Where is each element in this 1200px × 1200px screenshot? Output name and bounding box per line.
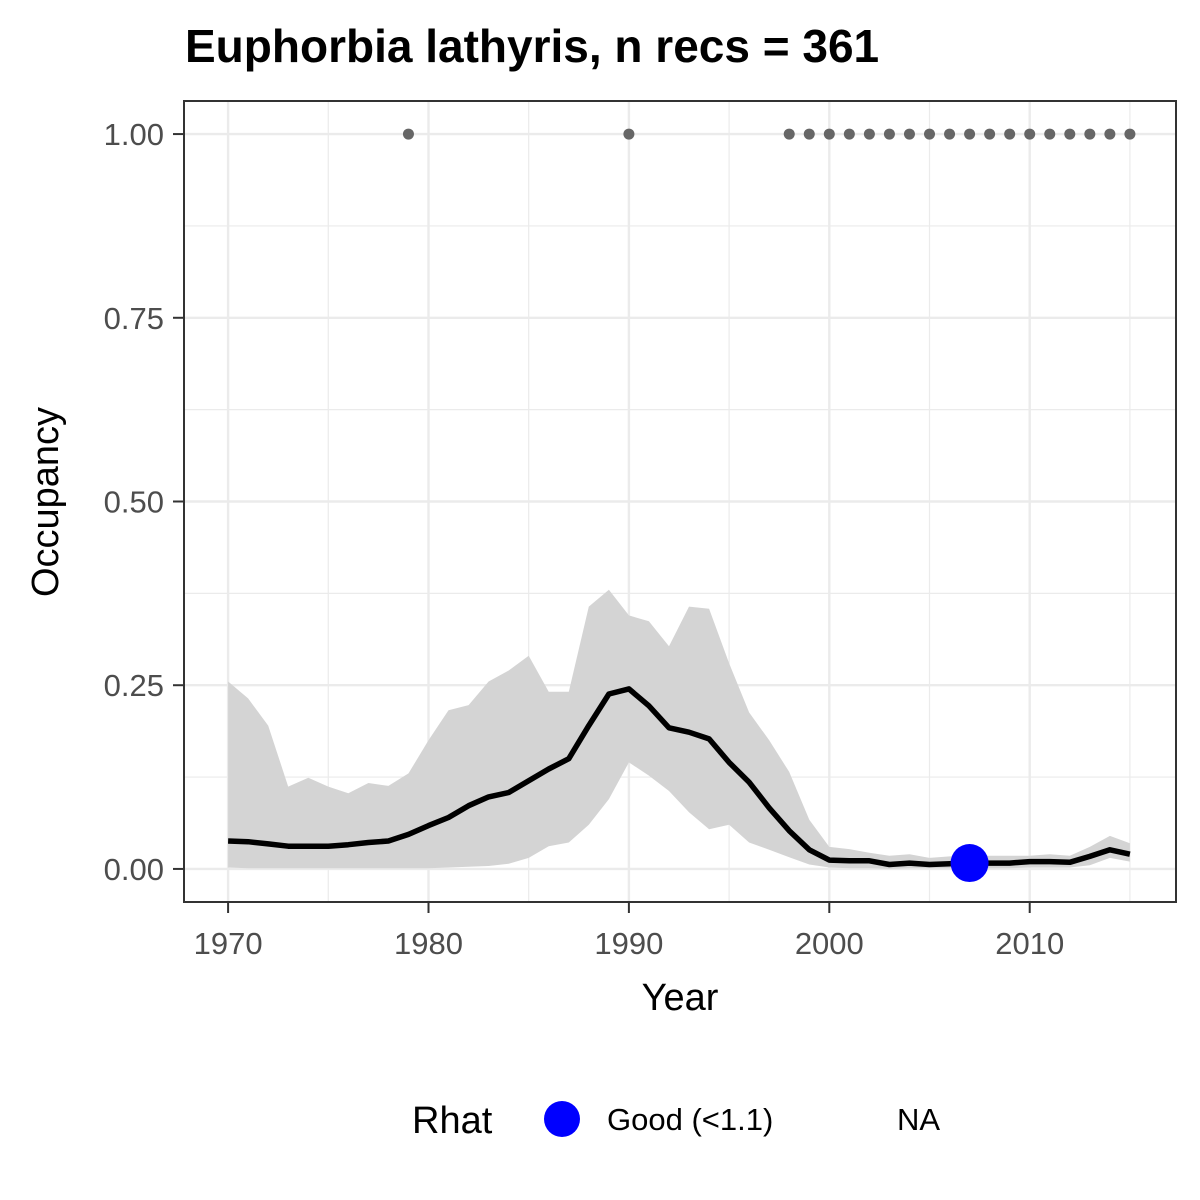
detection-point — [1004, 128, 1016, 140]
y-tick-label: 1.00 — [104, 117, 164, 152]
legend: Rhat Good (<1.1) NA — [412, 1100, 940, 1142]
detection-point — [863, 128, 875, 140]
y-tick-label: 0.75 — [104, 301, 164, 336]
x-tick-label: 2000 — [795, 926, 864, 961]
detection-point — [1084, 128, 1096, 140]
detection-point — [783, 128, 795, 140]
detection-point — [1104, 128, 1116, 140]
detection-point — [1124, 128, 1136, 140]
detection-point — [843, 128, 855, 140]
x-axis-title: Year — [642, 977, 719, 1019]
x-tick-label: 1970 — [194, 926, 263, 961]
detection-point — [402, 128, 414, 140]
legend-title: Rhat — [412, 1100, 493, 1142]
detection-points-layer — [402, 128, 1136, 140]
rhat-points-layer — [950, 844, 989, 883]
detection-point — [623, 128, 635, 140]
legend-label-na: NA — [897, 1102, 940, 1137]
detection-point — [823, 128, 835, 140]
y-tick-label: 0.00 — [104, 852, 164, 887]
detection-point — [1024, 128, 1036, 140]
detection-point — [984, 128, 996, 140]
rhat-point — [950, 844, 989, 883]
y-tick-label: 0.50 — [104, 485, 164, 520]
y-axis-title: Occupancy — [25, 407, 67, 597]
detection-point — [903, 128, 915, 140]
detection-point — [803, 128, 815, 140]
detection-point — [883, 128, 895, 140]
x-axis: 1970 1980 1990 2000 2010 — [194, 902, 1064, 961]
detection-point — [1064, 128, 1076, 140]
x-tick-label: 1990 — [594, 926, 663, 961]
detection-point — [924, 128, 936, 140]
detection-point — [944, 128, 956, 140]
y-tick-label: 0.25 — [104, 668, 164, 703]
legend-key-good — [544, 1101, 580, 1137]
chart-title: Euphorbia lathyris, n recs = 361 — [185, 20, 879, 72]
detection-point — [964, 128, 976, 140]
detection-point — [1044, 128, 1056, 140]
x-tick-label: 1980 — [394, 926, 463, 961]
y-axis: 0.00 0.25 0.50 0.75 1.00 — [104, 117, 184, 887]
legend-label-good: Good (<1.1) — [607, 1102, 773, 1137]
x-tick-label: 2010 — [995, 926, 1064, 961]
